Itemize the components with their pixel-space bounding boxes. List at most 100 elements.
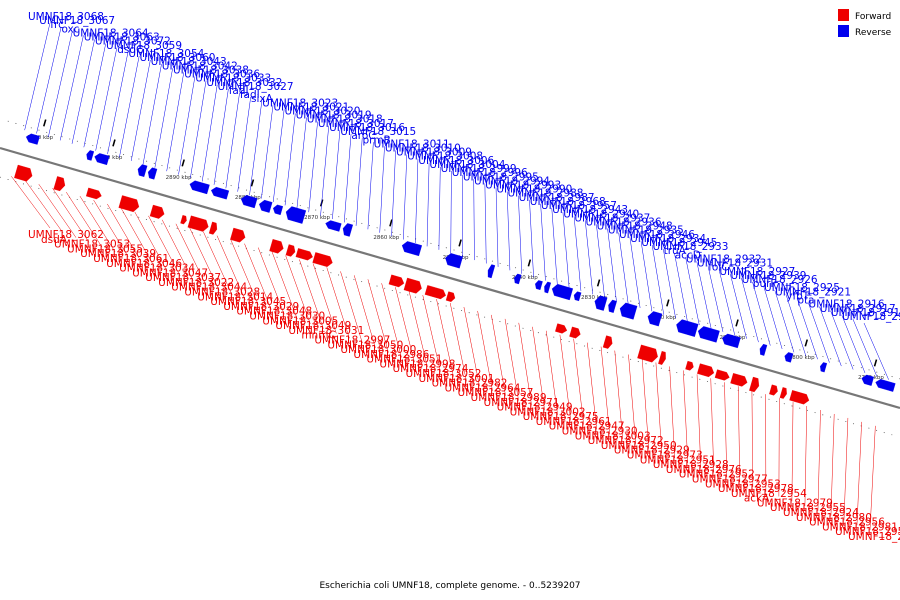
forward-leader [11, 176, 51, 229]
reverse-leader [707, 265, 724, 332]
tick-label: 2870 kbp [304, 215, 330, 221]
reverse-gene [25, 133, 40, 145]
reverse-leader [237, 96, 251, 192]
reverse-leader [607, 228, 617, 302]
reverse-gene-label: UMNF18_3043 [151, 56, 227, 68]
reverse-leader [71, 39, 95, 144]
reverse-gene [594, 295, 608, 311]
forward-gene-label: UMNF18_3031 [288, 325, 364, 337]
reverse-leader [852, 318, 878, 377]
forward-gene-label: UMNF18_2928 [653, 459, 729, 471]
legend-swatch-forward [838, 9, 849, 21]
forward-gene-label: UMNF18_2950 [601, 440, 677, 452]
reverse-leader [562, 212, 570, 288]
reverse-leader [484, 183, 487, 264]
tick-mark [873, 359, 878, 367]
reverse-leader [529, 199, 534, 278]
forward-gene-label: UMNF18_3034 [119, 263, 195, 275]
reverse-leader [596, 224, 605, 298]
tick-mark [527, 259, 532, 267]
reverse-gene-label: frc [50, 19, 64, 31]
forward-gene-label: UMNF18_2961 [536, 416, 612, 428]
reverse-gene-label: UMNF18_3059 [106, 40, 182, 52]
reverse-gene-label: UMNF18_3016 [329, 122, 405, 134]
forward-gene-label: UMNF18_2955 [770, 502, 846, 514]
forward-gene-label: UMNF18_2998 [379, 358, 455, 370]
reverse-leader [438, 166, 441, 250]
forward-leader [463, 306, 480, 387]
reverse-leader [284, 113, 296, 206]
forward-gene [285, 244, 296, 257]
reverse-leader [473, 179, 475, 261]
reverse-gene-label: UMNF18_3019 [296, 110, 372, 122]
forward-leader [367, 279, 389, 353]
reverse-gene-label: UMNF18_2926 [742, 274, 818, 286]
reverse-gene-label: UMNF18_3006 [418, 155, 494, 167]
tick-mark [804, 339, 809, 347]
forward-leader [655, 362, 662, 454]
reverse-gene [535, 280, 543, 291]
reverse-gene-label: UMNF18_2993 [485, 179, 561, 191]
forward-leader [869, 425, 876, 531]
forward-gene-label: UMNF18_3062 [28, 229, 104, 241]
reverse-gene-label: aroC [351, 130, 375, 142]
forward-gene-label: UMNF18_2951 [640, 454, 716, 466]
reverse-leader [506, 191, 511, 271]
reverse-leader [495, 187, 499, 267]
forward-gene [180, 215, 187, 225]
forward-leader [804, 406, 808, 507]
forward-gene [685, 360, 694, 371]
forward-gene-label: UMNF18_3030 [249, 310, 325, 322]
reverse-gene-label: UMNF18_2925 [764, 282, 840, 294]
reverse-leader [584, 220, 594, 295]
forward-leader [120, 207, 155, 267]
reverse-leader [201, 84, 218, 182]
forward-gene-label: UMNF18_2971 [484, 397, 560, 409]
reverse-gene-label: folC [708, 262, 728, 274]
forward-gene-label: UMNF18_3051 [366, 354, 442, 366]
tick-mark [458, 239, 462, 247]
reverse-leader [332, 129, 341, 220]
reverse-gene-label: UMNF18_2919 [831, 307, 900, 319]
forward-leader [843, 417, 849, 521]
gene-layer [14, 133, 896, 405]
reverse-gene [861, 374, 874, 386]
reverse-leader [685, 257, 700, 326]
forward-gene-label: UMNF18_2983 [848, 531, 900, 543]
reverse-gene-label: UMNF18_3021 [273, 101, 349, 113]
reverse-leader [36, 27, 62, 134]
forward-gene-label: UMNF18_3047 [132, 267, 208, 279]
reverse-gene-label: UMNF18_2939 [730, 270, 806, 282]
reverse-gene [551, 284, 574, 301]
tick-label: 2820 kbp [650, 315, 676, 321]
forward-gene-label: UMNF18_2986 [353, 349, 429, 361]
forward-gene-label: UMNF18_2947 [549, 421, 625, 433]
forward-gene [295, 248, 313, 261]
reverse-gene [784, 352, 794, 363]
forward-leader [244, 243, 272, 310]
reverse-gene [259, 199, 273, 213]
forward-leader [683, 370, 689, 463]
legend-swatch-reverse [838, 25, 849, 37]
reverse-gene-label: UMNF18_2946 [619, 229, 695, 241]
forward-leader [107, 203, 142, 262]
reverse-leader [59, 35, 84, 141]
forward-gene-label: UMNF18_2952 [679, 469, 755, 481]
reverse-gene-label: UMNF18_3067 [39, 15, 115, 27]
reverse-gene [240, 195, 258, 209]
reverse-gene-label: UMNF18_3042 [162, 60, 238, 72]
forward-gene [779, 387, 787, 399]
forward-gene [789, 390, 810, 405]
reverse-leader [249, 101, 263, 196]
forward-track-guide [0, 176, 893, 436]
forward-leader [737, 386, 741, 483]
forward-gene [445, 291, 456, 302]
reverse-gene-label: UMNF18_3011 [374, 138, 450, 150]
forward-leader [353, 275, 376, 348]
forward-gene-label: UMNF18_3057 [458, 387, 534, 399]
reverse-gene-label: pta [797, 295, 814, 307]
map-caption: Escherichia coli UMNF18, complete genome… [319, 581, 580, 591]
reverse-gene-label: UMNF18_2999 [441, 163, 517, 175]
reverse-gene [189, 180, 210, 195]
